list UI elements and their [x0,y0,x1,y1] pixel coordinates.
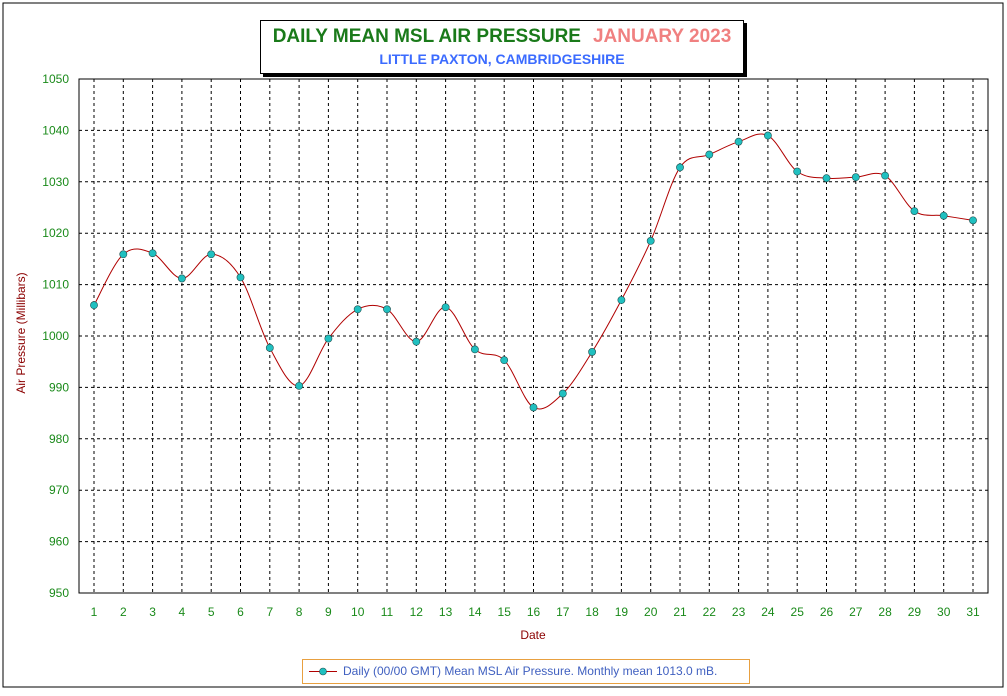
x-tick-label: 31 [966,605,980,619]
y-tick-label: 990 [49,380,69,394]
x-tick-label: 26 [820,605,834,619]
chart-subtitle: LITTLE PAXTON, CAMBRIDGESHIRE [379,51,625,67]
data-point-day-26 [822,174,831,183]
title-line: DAILY MEAN MSL AIR PRESSURE JANUARY 2023 [261,26,743,48]
x-tick-label: 9 [325,605,332,619]
data-point-day-10 [353,305,362,314]
y-tick-label: 970 [49,483,69,497]
x-tick-label: 25 [791,605,805,619]
data-point-day-19 [617,296,626,304]
x-tick-label: 19 [615,605,629,619]
y-tick-label: 1000 [42,329,69,343]
x-tick-label: 11 [381,605,394,619]
y-tick-label: 1010 [42,278,69,292]
y-tick-label: 980 [49,432,69,446]
x-tick-label: 8 [296,605,303,619]
x-tick-label: 15 [498,605,512,619]
x-tick-label: 5 [208,605,215,619]
data-point-day-3 [148,249,157,258]
data-point-day-29 [910,207,919,215]
y-tick-label: 960 [49,535,69,549]
x-tick-label: 12 [410,605,424,619]
data-point-day-13 [441,303,450,312]
data-point-day-31 [969,216,977,225]
chart-title: DAILY MEAN MSL AIR PRESSURE [272,26,581,47]
x-tick-label: 7 [266,605,273,619]
data-point-day-1 [90,301,98,310]
data-point-day-16 [529,403,538,412]
x-tick-label: 28 [878,605,892,619]
x-tick-label: 13 [439,605,453,619]
x-tick-label: 21 [673,605,687,619]
x-tick-label: 20 [644,605,658,619]
x-tick-label: 29 [908,605,922,619]
data-point-day-8 [295,381,303,390]
data-point-day-4 [177,274,186,283]
legend-marker-icon [309,667,337,676]
x-tick-label: 3 [149,605,156,619]
y-tick-label: 1030 [42,175,69,189]
data-point-day-15 [500,356,509,365]
data-point-day-17 [558,389,567,398]
x-tick-label: 10 [351,605,365,619]
y-tick-label: 1020 [42,226,69,240]
data-point-day-22 [705,150,714,159]
data-point-day-21 [676,163,684,172]
x-tick-label: 14 [468,605,482,619]
x-tick-label: 6 [237,605,244,619]
legend-label: Daily (00/00 GMT) Mean MSL Air Pressure.… [343,664,718,678]
data-point-day-27 [851,173,860,182]
data-point-day-2 [119,250,128,259]
x-tick-label: 1 [91,605,98,619]
grid-layer [79,79,988,593]
x-tick-label: 23 [732,605,746,619]
data-point-day-28 [881,171,889,180]
point-layer [90,131,977,412]
y-tick-label: 1040 [42,123,69,137]
x-tick-label: 2 [120,605,127,619]
data-point-day-7 [265,343,274,352]
x-tick-label: 30 [937,605,951,619]
chart-title-box: DAILY MEAN MSL AIR PRESSURE JANUARY 2023 … [260,20,744,74]
y-axis-title: Air Pressure (Millibars) [14,272,28,393]
x-tick-label: 22 [703,605,717,619]
data-point-day-14 [470,345,479,354]
x-tick-label: 27 [849,605,863,619]
data-point-day-6 [236,273,245,282]
legend: Daily (00/00 GMT) Mean MSL Air Pressure.… [302,659,750,684]
data-point-day-20 [646,237,655,245]
chart-title-month: JANUARY 2023 [592,26,732,47]
data-point-day-24 [764,131,772,140]
x-tick-label: 4 [179,605,186,619]
data-point-day-11 [383,305,391,314]
tick-layer: 9509609709809901000101010201030104010501… [42,72,980,619]
data-point-day-25 [793,167,802,176]
plot-area [78,78,989,594]
data-point-day-30 [939,211,948,220]
y-tick-label: 950 [49,586,69,600]
x-tick-label: 16 [527,605,541,619]
data-point-day-12 [412,337,421,346]
y-tick-label: 1050 [42,72,69,86]
data-point-day-18 [588,348,596,356]
x-tick-label: 24 [761,605,775,619]
data-point-day-5 [207,250,216,259]
x-axis-title: Date [520,628,546,642]
data-point-day-9 [324,334,333,343]
data-point-day-23 [734,137,743,146]
x-tick-label: 18 [585,605,599,619]
x-tick-label: 17 [556,605,570,619]
